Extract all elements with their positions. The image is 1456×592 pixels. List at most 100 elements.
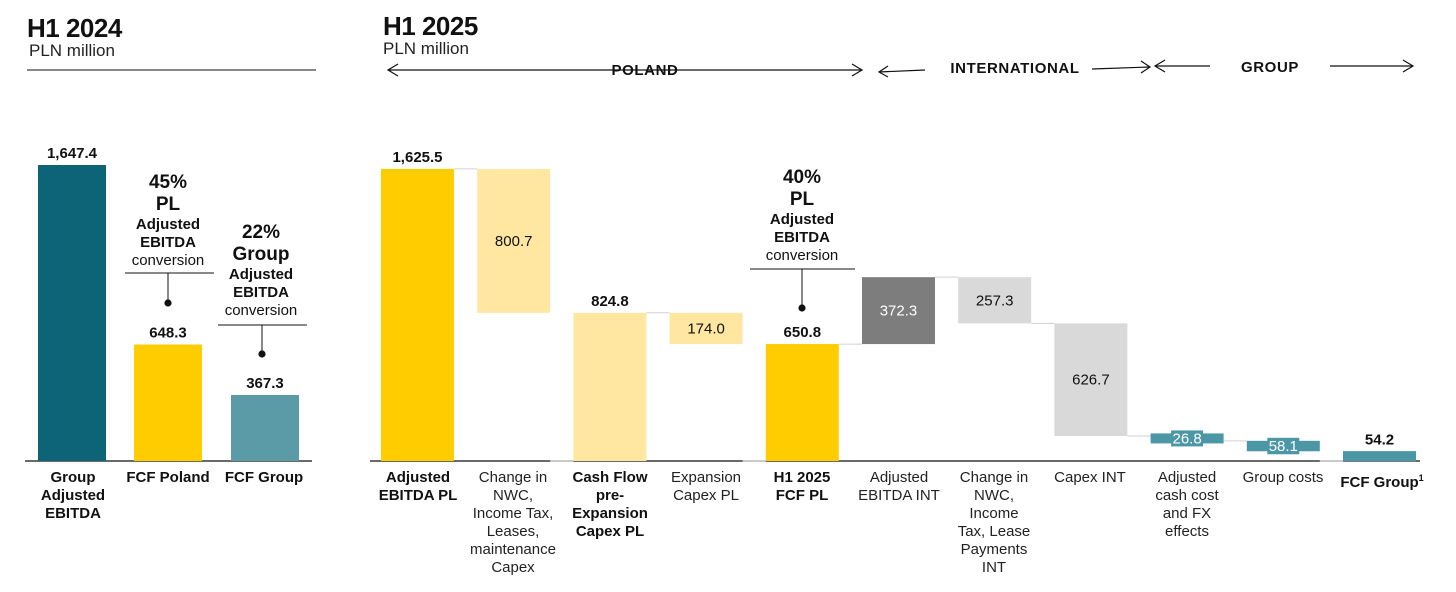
category-label-line: Group bbox=[50, 469, 96, 486]
category-label-line: Capex PL bbox=[575, 523, 645, 540]
annotation-line: Adjusted bbox=[228, 266, 294, 283]
waterfall-bar bbox=[862, 277, 935, 345]
bar-2024 bbox=[231, 395, 299, 461]
category-label: Capex INT bbox=[1042, 469, 1138, 487]
category-label-line: Capex bbox=[491, 559, 535, 576]
category-label-line: cash cost bbox=[1155, 487, 1219, 504]
category-label: Expansion Capex PL bbox=[658, 469, 754, 505]
group-arrow-right bbox=[1402, 59, 1415, 73]
international-arrow-right-line bbox=[1091, 66, 1151, 70]
h1-2025-unit: PLN million bbox=[383, 39, 469, 58]
bar-2024 bbox=[134, 344, 202, 461]
category-label-line: FCF Group bbox=[224, 469, 304, 486]
category-label-line: Income Tax, bbox=[472, 505, 554, 522]
callout-pl-2024-dot bbox=[164, 299, 172, 307]
waterfall-bar bbox=[669, 312, 743, 345]
poland-arrow-left bbox=[386, 63, 399, 77]
category-label: FCF Group1 bbox=[1332, 469, 1432, 492]
category-label-line: Adjusted bbox=[1157, 469, 1217, 486]
h1-2024-unit: PLN million bbox=[29, 41, 115, 60]
segment-arrows bbox=[386, 59, 1415, 78]
category-label-line: Expansion bbox=[572, 505, 648, 522]
category-label-line: Change in bbox=[959, 469, 1029, 486]
category-label-line: Adjusted bbox=[40, 487, 106, 504]
international-arrow-left-line bbox=[878, 69, 926, 73]
category-label: Cash Flow pre- Expansion Capex PL bbox=[562, 469, 658, 541]
waterfall-bar bbox=[958, 277, 1032, 324]
annotation-pct: 22% bbox=[241, 222, 281, 243]
category-label-line: Tax, Lease bbox=[957, 523, 1031, 540]
category-label: Group costs bbox=[1235, 469, 1331, 487]
category-label-line: FCF PL bbox=[775, 487, 829, 504]
category-label-line: Capex PL bbox=[673, 487, 739, 504]
category-label-line: Capex INT bbox=[1054, 469, 1126, 486]
category-label: H1 2025 FCF PL bbox=[754, 469, 850, 505]
category-label-line: NWC, bbox=[493, 487, 533, 504]
category-label: Adjusted cash cost and FX effects bbox=[1139, 469, 1235, 541]
annotation-line: conversion bbox=[131, 252, 205, 269]
waterfall-bar bbox=[381, 168, 454, 461]
category-label-line: EBITDA bbox=[45, 505, 101, 522]
annotation-line: conversion bbox=[224, 302, 298, 319]
category-label-line: pre- bbox=[595, 487, 625, 504]
category-label: Change in NWC, Income Tax, Leases, maint… bbox=[463, 469, 563, 577]
category-label-line: NWC, bbox=[974, 487, 1014, 504]
waterfall-bar bbox=[573, 312, 647, 461]
category-label-line: FCF Poland bbox=[126, 469, 210, 486]
category-label-line: and FX bbox=[1162, 505, 1212, 522]
annotation-group-2024: 22% Group Adjusted EBITDA conversion bbox=[211, 222, 311, 320]
bar-value-label-2024: 648.3 bbox=[149, 325, 187, 342]
category-label-line: Adjusted bbox=[869, 469, 929, 486]
annotation-pct: 40% bbox=[782, 167, 822, 188]
category-label-line: Income bbox=[969, 505, 1019, 522]
category-label: Adjusted EBITDA PL bbox=[370, 469, 466, 505]
bar-value-label-2024: 1,647.4 bbox=[47, 145, 98, 162]
waterfall-bar bbox=[1054, 323, 1128, 437]
category-label-line: Change in bbox=[478, 469, 548, 486]
annotation-line: Adjusted bbox=[135, 216, 201, 233]
category-label: Change in NWC, Income Tax, Lease Payment… bbox=[946, 469, 1042, 577]
category-label-line: Leases, bbox=[486, 523, 540, 540]
category-label-line: Group costs bbox=[1242, 469, 1324, 486]
segment-label-group: GROUP bbox=[1240, 59, 1299, 76]
category-label-line: effects bbox=[1165, 523, 1209, 540]
waterfall-value-label: 800.7 bbox=[495, 233, 533, 250]
category-label-line: EBITDA INT bbox=[858, 487, 940, 504]
category-label-line: Adjusted bbox=[385, 469, 451, 486]
callout-lines bbox=[125, 268, 855, 353]
category-label-line: FCF Group1 bbox=[1332, 469, 1432, 492]
annotation-line: EBITDA bbox=[233, 284, 289, 301]
bar-2024 bbox=[38, 165, 106, 461]
category-label: FCF Group bbox=[216, 469, 312, 487]
annotation-pl-2025: 40% PL Adjusted EBITDA conversion bbox=[752, 167, 852, 265]
segment-label-international: INTERNATIONAL bbox=[950, 60, 1080, 77]
category-label-line: INT bbox=[981, 559, 1007, 576]
annotation-pct: 45% bbox=[148, 172, 188, 193]
annotation-scope: PL bbox=[155, 194, 181, 215]
category-label-line: EBITDA PL bbox=[378, 487, 458, 504]
waterfall-bar bbox=[477, 168, 551, 313]
h1-2024-title: H1 2024 bbox=[27, 13, 122, 43]
category-label-text: FCF Group bbox=[1340, 474, 1419, 491]
annotation-line: EBITDA bbox=[140, 234, 196, 251]
category-label: Group Adjusted EBITDA bbox=[28, 469, 118, 523]
waterfall-label-box bbox=[1171, 430, 1204, 447]
waterfall-value-label: 257.3 bbox=[976, 292, 1014, 309]
category-label-line: maintenance bbox=[470, 541, 556, 558]
waterfall-value-label: 372.3 bbox=[880, 303, 918, 320]
waterfall-bar bbox=[765, 344, 839, 461]
poland-arrow-right bbox=[851, 63, 864, 77]
annotation-pl-2024: 45% PL Adjusted EBITDA conversion bbox=[118, 172, 218, 270]
annotation-line: Adjusted bbox=[769, 211, 835, 228]
waterfall-label-box bbox=[1267, 437, 1300, 455]
waterfall-value-label: 54.2 bbox=[1365, 431, 1394, 448]
footnote-marker: 1 bbox=[1418, 473, 1424, 483]
category-label-line: H1 2025 bbox=[773, 469, 831, 486]
category-label: FCF Poland bbox=[120, 469, 216, 487]
chart-2024-marks: 1,647.4 648.3 367.3 bbox=[38, 145, 299, 461]
waterfall-value-label: 824.8 bbox=[591, 293, 629, 310]
category-label-line: Expansion bbox=[670, 469, 742, 486]
bar-value-label-2024: 367.3 bbox=[246, 375, 284, 392]
international-arrow-right bbox=[1140, 60, 1152, 74]
callout-pl-2025-dot bbox=[798, 304, 806, 312]
